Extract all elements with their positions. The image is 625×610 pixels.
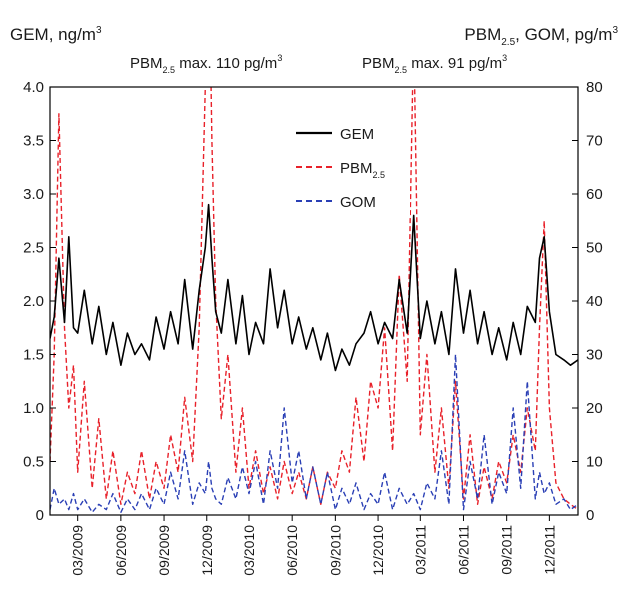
annotation-pbm-max-1: PBM2.5 max. 110 pg/m3 <box>130 53 282 75</box>
left-tick-label: 4.0 <box>23 79 44 96</box>
left-tick-label: 0 <box>36 507 44 524</box>
svg-text:GEM, ng/m3: GEM, ng/m3 <box>10 25 102 44</box>
right-axis-label: PBM2.5, GOM, pg/m3 <box>464 25 618 48</box>
x-axis-ticks: 03/2009 06/2009 09/2009 12/2009 03/2010 06/20… <box>70 515 557 576</box>
right-tick-label: 50 <box>586 240 603 257</box>
x-tick-label: 03/2011 <box>412 525 428 575</box>
x-tick-label: 06/2009 <box>113 525 129 576</box>
svg-text:PBM2.5, GOM, pg/m3: PBM2.5, GOM, pg/m3 <box>464 25 618 48</box>
series-line-gem <box>50 203 578 372</box>
right-tick-label: 10 <box>586 454 603 471</box>
x-tick-label: 03/2010 <box>241 525 257 576</box>
left-axis-ticks: 0 0.5 1.0 1.5 2.0 2.5 3.0 3.5 4.0 <box>23 79 56 524</box>
series-line-gom <box>50 353 578 513</box>
legend-label-gem: GEM <box>340 126 374 143</box>
series-line-pbm <box>50 87 578 511</box>
x-tick-label: 09/2009 <box>156 525 172 576</box>
right-tick-label: 70 <box>586 133 603 150</box>
annotation-pbm-max-2: PBM2.5 max. 91 pg/m3 <box>362 53 507 75</box>
left-tick-label: 2.0 <box>23 293 44 310</box>
plot-series <box>50 87 578 513</box>
right-tick-label: 80 <box>586 79 603 96</box>
x-tick-label: 12/2009 <box>199 525 215 576</box>
svg-text:PBM2.5 max. 91 pg/m3: PBM2.5 max. 91 pg/m3 <box>362 53 507 75</box>
x-tick-label: 03/2009 <box>70 525 86 576</box>
x-tick-label: 09/2010 <box>327 525 343 576</box>
left-tick-label: 3.0 <box>23 186 44 203</box>
left-tick-label: 3.5 <box>23 133 44 150</box>
left-axis-label: GEM, ng/m3 <box>10 25 102 44</box>
x-tick-label: 09/2011 <box>499 525 515 575</box>
left-tick-label: 1.0 <box>23 400 44 417</box>
right-axis-ticks: 0 10 20 30 40 50 60 70 80 <box>572 79 603 524</box>
legend-label-pbm: PBM2.5 <box>340 160 385 180</box>
right-tick-label: 20 <box>586 400 603 417</box>
right-tick-label: 30 <box>586 347 603 364</box>
left-tick-label: 1.5 <box>23 347 44 364</box>
svg-text:PBM2.5 max. 110 pg/m3: PBM2.5 max. 110 pg/m3 <box>130 53 282 75</box>
x-tick-label: 06/2011 <box>455 525 471 575</box>
legend-label-gom: GOM <box>340 194 376 211</box>
right-tick-label: 60 <box>586 186 603 203</box>
right-tick-label: 40 <box>586 293 603 310</box>
legend: GEM PBM2.5 GOM <box>292 118 410 218</box>
right-tick-label: 0 <box>586 507 594 524</box>
x-tick-label: 06/2010 <box>284 525 300 576</box>
x-tick-label: 12/2010 <box>370 525 386 576</box>
left-tick-label: 2.5 <box>23 240 44 257</box>
x-tick-label: 12/2011 <box>541 525 557 575</box>
left-tick-label: 0.5 <box>23 454 44 471</box>
